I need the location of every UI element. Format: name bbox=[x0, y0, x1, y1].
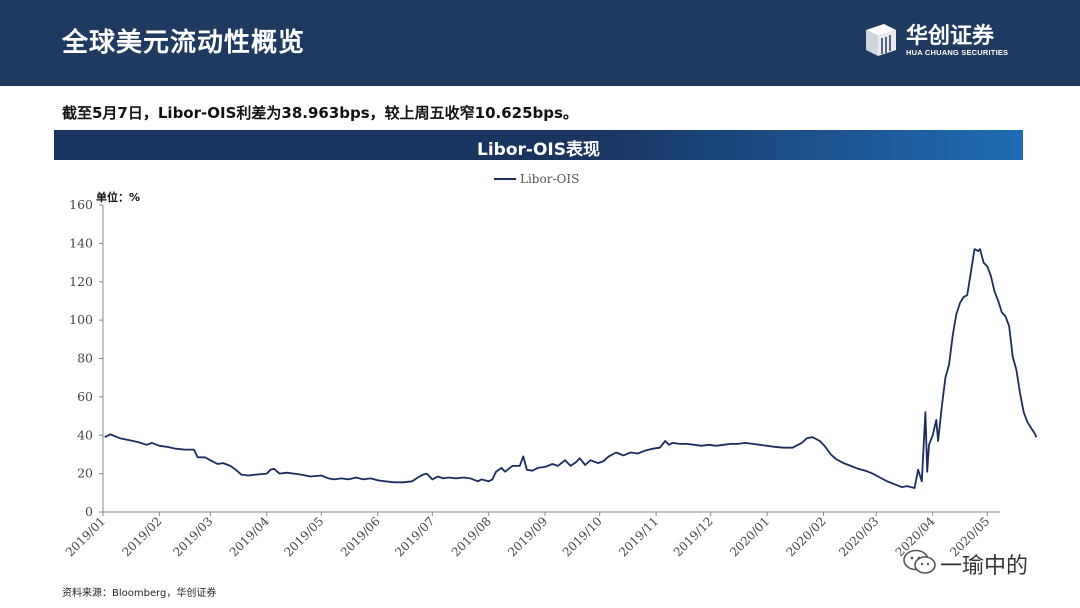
chart-legend: Libor-OIS bbox=[494, 172, 579, 186]
company-logo: 华创证券 HUA CHUANG SECURITIES bbox=[862, 18, 1022, 68]
chart-banner: Libor-OIS表现 bbox=[54, 130, 1023, 160]
page-title: 全球美元流动性概览 bbox=[62, 28, 306, 58]
logo-name-en: HUA CHUANG SECURITIES bbox=[906, 48, 1009, 57]
x-tick-label: 2019/05 bbox=[281, 514, 326, 559]
y-axis-ticks: 0 20 40 60 80 100 120 140 160 bbox=[69, 197, 103, 519]
y-tick-label: 120 bbox=[69, 274, 93, 289]
x-tick-label: 2019/09 bbox=[505, 514, 550, 559]
x-tick-label: 2019/06 bbox=[338, 514, 383, 559]
x-tick-label: 2019/07 bbox=[392, 514, 437, 559]
watermark-text: 一瑜中的 bbox=[940, 554, 1029, 579]
x-tick-label: 2020/03 bbox=[836, 514, 881, 559]
y-tick-label: 80 bbox=[77, 351, 93, 366]
logo-name-cn: 华创证券 bbox=[906, 24, 995, 49]
y-tick-label: 160 bbox=[69, 197, 93, 212]
unit-label: 单位：% bbox=[96, 190, 140, 204]
x-tick-label: 2019/11 bbox=[616, 514, 661, 559]
legend-label: Libor-OIS bbox=[520, 172, 579, 186]
x-axis-ticks: 2019/01 2019/02 2019/03 2019/04 2019/05 2019/… bbox=[63, 512, 992, 559]
x-tick-label: 2019/10 bbox=[560, 514, 605, 559]
y-tick-label: 60 bbox=[77, 389, 93, 404]
y-tick-label: 20 bbox=[77, 466, 93, 481]
watermark: 一瑜中的 bbox=[902, 546, 1052, 580]
wechat-icon bbox=[903, 549, 936, 574]
y-tick-label: 140 bbox=[69, 235, 93, 250]
x-tick-label: 2019/02 bbox=[119, 514, 164, 559]
y-tick-label: 40 bbox=[77, 427, 93, 442]
x-tick-label: 2020/02 bbox=[783, 514, 828, 559]
x-tick-label: 2020/01 bbox=[727, 514, 772, 559]
x-tick-label: 2019/12 bbox=[671, 514, 716, 559]
y-tick-label: 0 bbox=[85, 504, 93, 519]
x-tick-label: 2019/03 bbox=[170, 514, 215, 559]
chart-banner-title: Libor-OIS表现 bbox=[477, 140, 600, 160]
chart-axes bbox=[102, 205, 1000, 513]
x-tick-label: 2019/04 bbox=[227, 514, 272, 559]
source-note: 资料来源：Bloomberg，华创证券 bbox=[62, 588, 217, 599]
x-tick-label: 2019/08 bbox=[449, 514, 494, 559]
series-line-libor-ois bbox=[104, 248, 1038, 489]
header-bar: 全球美元流动性概览 华创证券 HUA CHUANG SECURITIES bbox=[0, 0, 1080, 86]
logo-cube-icon bbox=[866, 24, 896, 56]
summary-text: 截至5月7日，Libor-OIS利差为38.963bps，较上周五收窄10.62… bbox=[62, 104, 578, 122]
line-chart: Libor-OIS 单位：% 0 20 40 60 80 100 120 140 160 201… bbox=[63, 172, 1038, 559]
x-tick-label: 2019/01 bbox=[63, 514, 108, 559]
y-tick-label: 100 bbox=[69, 312, 93, 327]
